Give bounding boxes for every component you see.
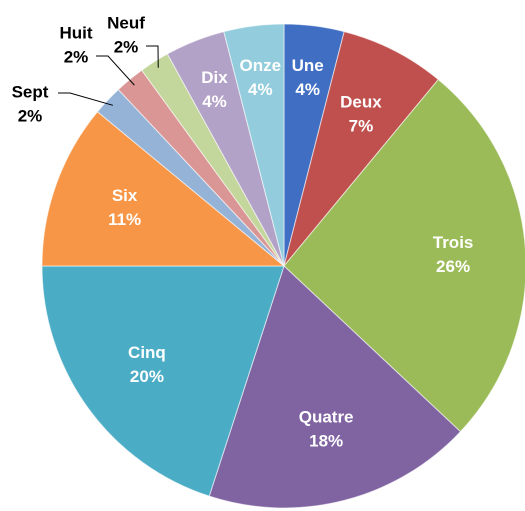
leader-line bbox=[146, 45, 159, 68]
data-label-value: 4% bbox=[295, 80, 320, 99]
data-label-value: 2% bbox=[64, 47, 89, 66]
data-label-value: 11% bbox=[108, 210, 141, 229]
data-label-name: Une bbox=[292, 56, 324, 75]
data-label-value: 7% bbox=[349, 117, 374, 136]
pie-slice bbox=[223, 23, 285, 267]
data-label-value: 20% bbox=[130, 367, 164, 386]
data-label-name: Quatre bbox=[299, 408, 354, 427]
pie-slice bbox=[41, 111, 286, 267]
pie-slice bbox=[41, 265, 285, 497]
data-label-name: Trois bbox=[433, 233, 474, 252]
pie-slice bbox=[283, 78, 525, 433]
data-label-value: 18% bbox=[309, 432, 343, 451]
pie-slice bbox=[208, 265, 462, 509]
data-label-value: 4% bbox=[202, 92, 227, 111]
data-label-name: Dix bbox=[201, 68, 228, 87]
data-label-value: 2% bbox=[18, 106, 43, 125]
data-label-value: 26% bbox=[436, 257, 470, 276]
pie-slice bbox=[283, 30, 439, 267]
data-label-name: Six bbox=[112, 186, 138, 205]
data-label-name: Cinq bbox=[128, 343, 166, 362]
data-label-value: 4% bbox=[248, 80, 273, 99]
data-label-name: Huit bbox=[59, 23, 92, 42]
leader-line bbox=[96, 55, 135, 86]
data-label-name: Deux bbox=[340, 93, 382, 112]
data-label-name: Neuf bbox=[107, 13, 145, 32]
data-label-name: Onze bbox=[240, 56, 282, 75]
leader-line bbox=[58, 92, 114, 106]
data-label-name: Sept bbox=[12, 82, 49, 101]
data-label-value: 2% bbox=[114, 37, 139, 56]
